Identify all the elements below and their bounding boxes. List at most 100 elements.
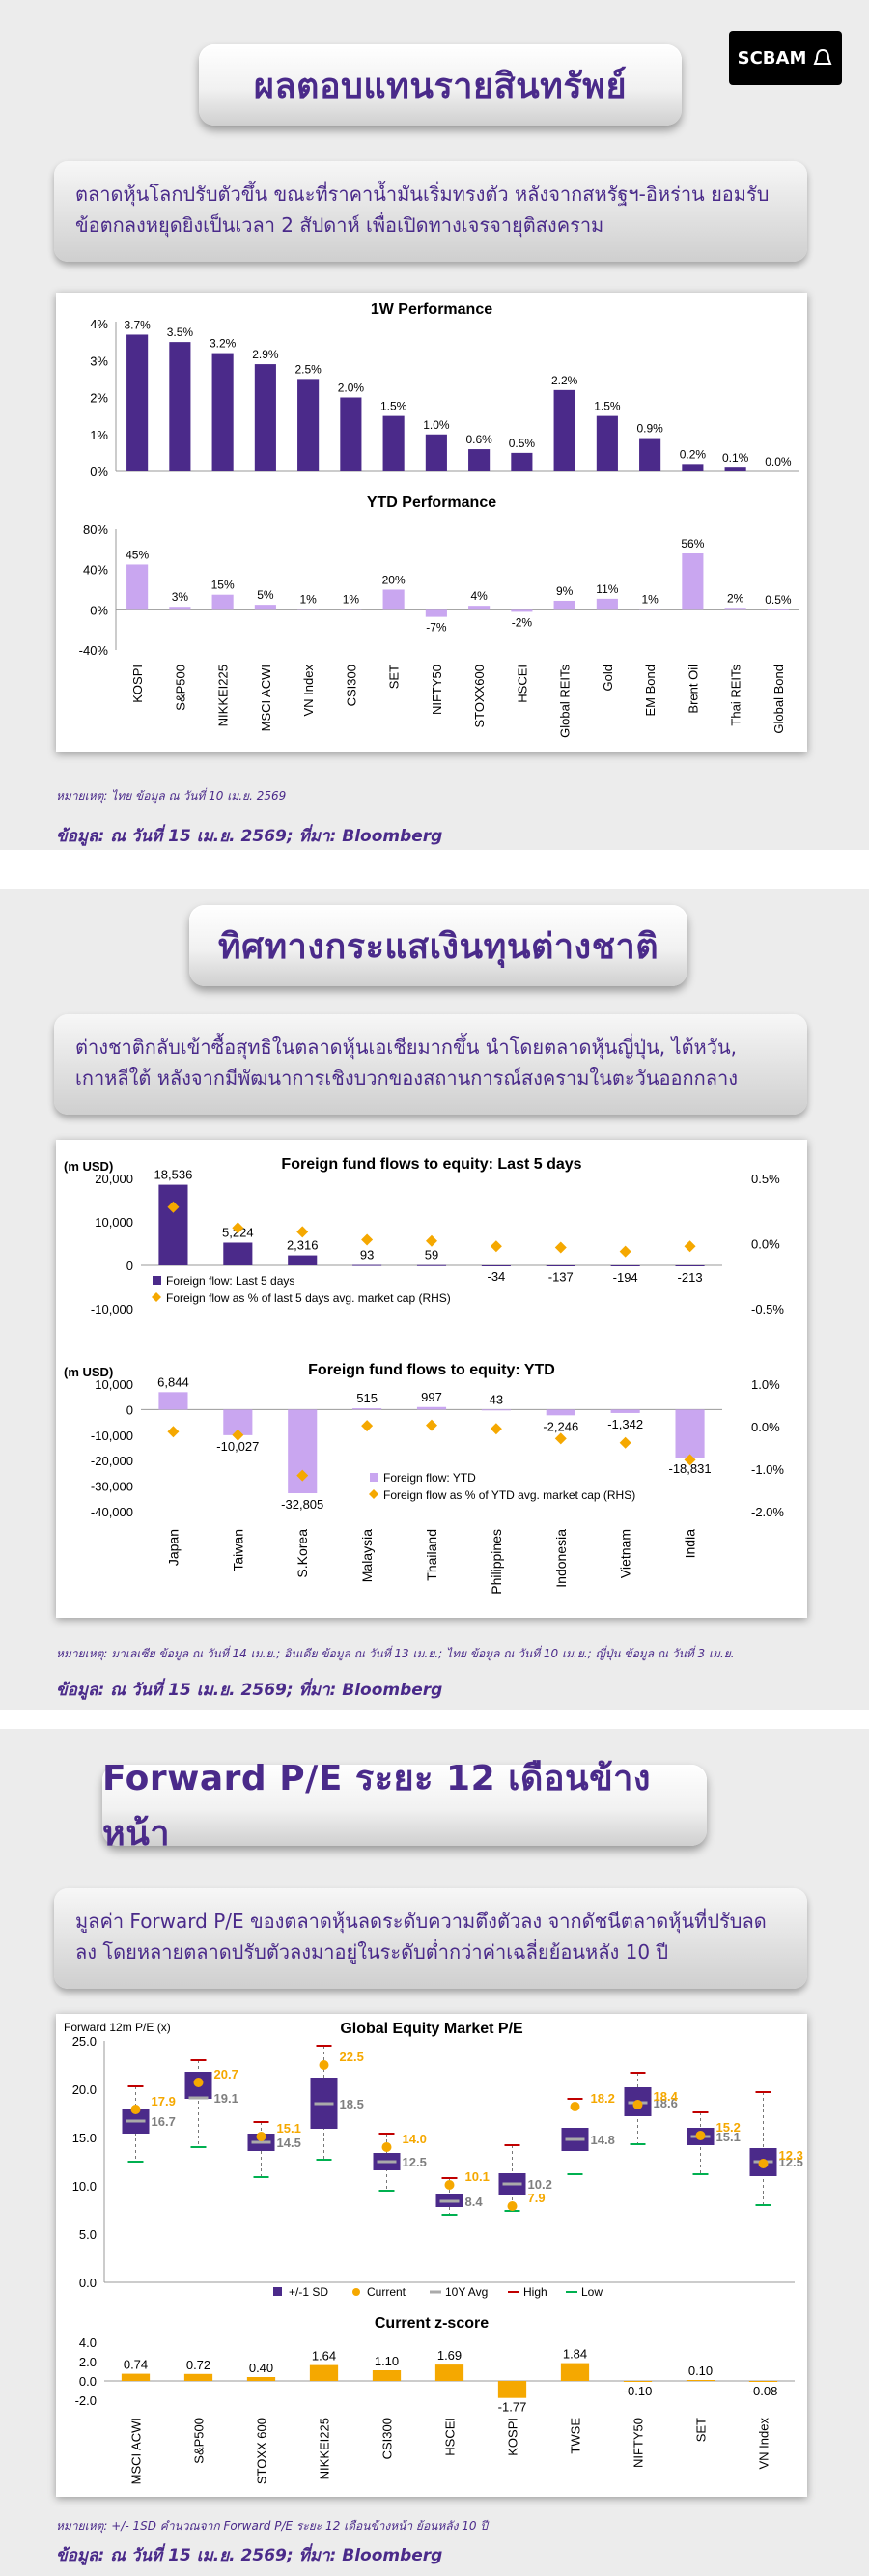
section-3-note: หมายเหตุ: +/- 1SD คำนวณจาก Forward P/E ร…	[56, 2519, 488, 2533]
chart-1w-bar	[297, 379, 320, 471]
pe-current-label: 15.1	[277, 2121, 301, 2136]
section-1-description: ตลาดหุ้นโลกปรับตัวขึ้น ขณะที่ราคาน้ำมันเ…	[54, 161, 807, 262]
pe-current-label: 12.3	[779, 2148, 803, 2163]
zscore-category-label: HSCEI	[443, 2418, 458, 2456]
flow-ytd-pct-marker	[619, 1436, 631, 1449]
zscore-category-label: MSCI ACWI	[129, 2418, 144, 2484]
chart-1w-bar	[724, 467, 746, 471]
chart-category-label: NIKKEI225	[216, 665, 231, 726]
chart-ytd-data-label: 0.5%	[765, 593, 792, 607]
zscore-category-label: STOXX 600	[255, 2418, 269, 2484]
flow-ytd-data-label: -10,027	[216, 1439, 259, 1454]
flow-ytd-data-label: -2,246	[543, 1419, 578, 1433]
chart-ytd-data-label: 11%	[596, 582, 618, 596]
flow-5d-data-label: 59	[425, 1248, 438, 1262]
flow-category-label: India	[683, 1529, 698, 1559]
section-1-source: ข้อมูล: ณ วันที่ 15 เม.ย. 2569; ที่มา: B…	[56, 827, 443, 846]
section-3-title: Forward P/E ระยะ 12 เดือนข้างหน้า	[102, 1759, 707, 1854]
chart-category-label: Brent Oil	[686, 665, 700, 714]
flow-ytd-title: Foreign fund flows to equity: YTD	[308, 1362, 555, 1378]
pe-current-label: 17.9	[152, 2094, 176, 2109]
pe-legend-label: 10Y Avg	[445, 2285, 488, 2299]
zscore-bar	[623, 2381, 653, 2382]
pe-avg-label: 8.4	[465, 2194, 484, 2209]
chart-category-label: VN Index	[301, 665, 316, 717]
pe-avg-label: 12.5	[779, 2155, 803, 2169]
flow-ytd-ytick: -20,000	[91, 1454, 133, 1468]
zscore-bar	[309, 2364, 339, 2381]
zscore-category-label: KOSPI	[506, 2418, 520, 2456]
flow-ytd-data-label: 6,844	[157, 1374, 189, 1389]
pe-avg-label: 16.7	[152, 2114, 176, 2129]
flow-ytd-pct-marker	[361, 1420, 374, 1432]
chart-ytd-data-label: 9%	[556, 584, 574, 598]
flow-ytd-pct-marker	[232, 1429, 244, 1441]
flow-ytd-pct-marker	[296, 1469, 309, 1482]
chart-1w-data-label: 0.1%	[722, 451, 749, 465]
flow-ytd-legend-marker-swatch	[369, 1489, 378, 1499]
flow-5d-pct-marker	[426, 1234, 437, 1247]
flow-ytd-pct-marker	[167, 1426, 180, 1438]
pe-avg-label: 10.2	[528, 2177, 552, 2192]
pe-current-label: 10.1	[465, 2169, 490, 2184]
zscore-category-label: CSI300	[380, 2418, 395, 2459]
chart-1w-data-label: 0.5%	[509, 437, 536, 450]
flow-ytd-ytick: -10,000	[91, 1429, 133, 1443]
zscore-ytick: 0.0	[79, 2374, 97, 2389]
pe-avg-label: 15.1	[716, 2130, 741, 2144]
flow-ytd-data-label: 997	[421, 1390, 442, 1404]
flow-5d-pct-marker	[296, 1226, 309, 1238]
zscore-data-label: -0.10	[624, 2384, 653, 2398]
pe-current-label: 15.2	[716, 2120, 741, 2135]
zscore-title: Current z-score	[375, 2315, 489, 2332]
chart-category-label: S&P500	[173, 665, 187, 711]
pe-current-marker	[319, 2060, 329, 2070]
flow-5d-pct-marker	[554, 1241, 567, 1254]
flow-5d-bar	[481, 1265, 511, 1266]
performance-charts: 1W Performance 0% 1% 2% 3% 4% 3.7% 3.5% 3.2% 2.9%…	[79, 301, 799, 738]
chart-ytd-data-label: 56%	[681, 537, 704, 551]
pe-ytick: 0.0	[79, 2276, 97, 2290]
chart-ytd-data-label: 1%	[299, 592, 317, 606]
flow-5d-data-label: -194	[613, 1270, 638, 1285]
chart-ytd-title: YTD Performance	[367, 495, 496, 511]
chart-ytd-bar	[382, 589, 405, 610]
chart-1w-data-label: 0.2%	[680, 447, 707, 461]
chart-ytd-data-label: 1%	[641, 592, 659, 606]
flow-5d-data-label: 93	[360, 1248, 374, 1262]
chart-ytd-data-label: 5%	[257, 588, 274, 602]
chart-1w-data-label: 1.5%	[380, 400, 407, 413]
chart-ytd-ytick: 0%	[90, 603, 108, 617]
flow-5d-legend-bar-label: Foreign flow: Last 5 days	[166, 1274, 294, 1288]
zscore-category-label: S&P500	[192, 2418, 207, 2464]
chart-1w-data-label: 3.5%	[167, 326, 194, 339]
flow-category-label: Thailand	[424, 1529, 439, 1581]
flow-ytd-data-label: 515	[356, 1391, 378, 1405]
chart-1w-bar	[596, 415, 618, 471]
flow-5d-bar	[223, 1242, 253, 1265]
flow-5d-legend-marker-label: Foreign flow as % of last 5 days avg. ma…	[166, 1291, 451, 1305]
zscore-category-label: VN Index	[757, 2418, 771, 2470]
flow-5d-ytick: 10,000	[95, 1215, 133, 1230]
chart-1w-data-label: 2.0%	[338, 382, 365, 395]
chart-category-label: SET	[387, 665, 402, 689]
chart-ytd-bar	[767, 609, 789, 610]
section-1-title-text: ผลตอบแทนรายสินทรัพย์	[253, 66, 628, 106]
chart-ytd-bar	[553, 600, 575, 610]
pe-current-marker	[381, 2142, 392, 2152]
flow-ytd-data-label: -1,342	[607, 1417, 643, 1431]
flow-category-label: Taiwan	[230, 1529, 245, 1571]
flow-category-label: Japan	[165, 1529, 181, 1566]
pe-legend-label: High	[523, 2285, 547, 2299]
chart-category-label: Gold	[601, 665, 615, 691]
flow-5d-ylabel: (m USD)	[64, 1159, 113, 1174]
chart-1w-bar	[468, 449, 491, 471]
flow-5d-data-label: 18,536	[154, 1168, 193, 1182]
chart-ytd-bar	[468, 606, 491, 610]
flow-category-label: S.Korea	[294, 1529, 310, 1578]
flow-ytd-bar	[481, 1409, 511, 1411]
flow-ytd-bar	[158, 1392, 188, 1410]
chart-1w-ytick: 0%	[90, 465, 108, 479]
zscore-data-label: -1.77	[498, 2400, 527, 2415]
pe-ytick: 25.0	[72, 2034, 97, 2049]
